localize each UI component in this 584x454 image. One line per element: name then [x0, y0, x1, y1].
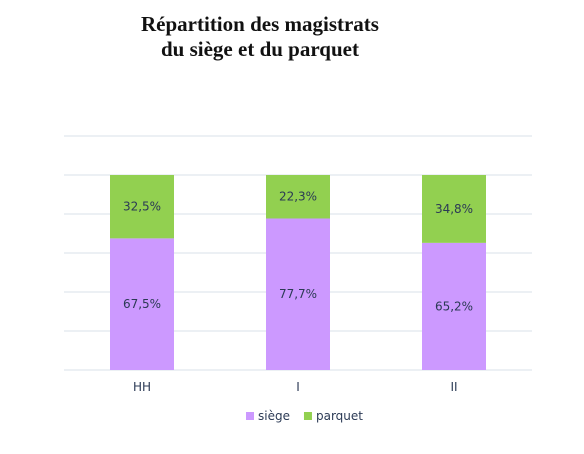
bar-segment-siège	[110, 238, 174, 370]
legend-swatch-parquet	[303, 412, 312, 420]
bar-segment-siège	[266, 218, 330, 370]
x-tick-label: I	[296, 380, 300, 394]
x-tick-label: II	[450, 380, 457, 394]
bar-segment-parquet	[422, 175, 486, 243]
legend-swatch-siège	[246, 412, 254, 420]
legend-label: siège	[258, 409, 290, 423]
legend-label: parquet	[316, 409, 363, 423]
chart-title-line-2: du siège et du parquet	[161, 37, 359, 61]
bar-segment-parquet	[266, 175, 330, 219]
x-tick-label: HH	[133, 380, 151, 394]
data-label: 77,7%	[279, 287, 317, 301]
data-label: 65,2%	[435, 299, 473, 313]
data-label: 67,5%	[123, 297, 161, 311]
bar-segment-siège	[422, 242, 486, 370]
bar-segment-parquet	[110, 175, 174, 239]
data-label: 32,5%	[123, 200, 161, 214]
chart-title: Répartition des magistrats du siège et d…	[0, 12, 520, 62]
data-label: 22,3%	[279, 190, 317, 204]
data-label: 34,8%	[435, 202, 473, 216]
chart-title-line-1: Répartition des magistrats	[141, 12, 379, 36]
